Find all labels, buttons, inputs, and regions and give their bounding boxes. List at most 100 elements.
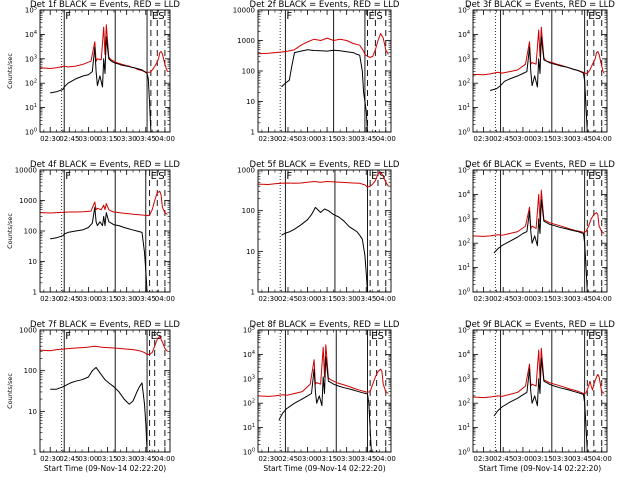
x-tick-label: 04:00 [376, 455, 396, 463]
x-tick-label: 02:30 [40, 295, 60, 303]
plot-frame [257, 9, 392, 133]
lld-series-line [472, 26, 605, 76]
panel-title: Det 4f BLACK = Events, RED = LLD [30, 160, 180, 170]
y-tick-label: 100 [458, 128, 470, 137]
marker-label: S [378, 331, 384, 342]
y-tick-label: 1000 [19, 327, 37, 335]
marker-label: E [588, 331, 594, 342]
y-tick-label: 1 [33, 449, 37, 457]
events-series-line [50, 36, 154, 133]
detector-panel: Det 9f BLACK = Events, RED = LLD Start Ti… [458, 320, 616, 473]
y-tick-label: 1000 [19, 197, 37, 205]
x-tick-label: 03:45 [136, 135, 156, 143]
x-tick-label: 04:00 [376, 135, 396, 143]
y-tick-label: 102 [458, 79, 470, 88]
x-tick-label: 03:15 [317, 295, 337, 303]
marker-label: S [376, 11, 382, 22]
y-tick-label: 100 [243, 448, 255, 457]
panel-title: Det 1f BLACK = Events, RED = LLD [30, 0, 180, 10]
x-tick-label: 03:00 [78, 135, 98, 143]
x-tick-label: 02:45 [493, 135, 513, 143]
detector-panel: Det 6f BLACK = Events, RED = LLD 100 101 10… [458, 160, 616, 303]
marker-label: E [151, 331, 157, 342]
y-tick-label: 101 [243, 423, 255, 432]
x-tick-label: 03:30 [552, 135, 572, 143]
y-tick-label: 102 [243, 399, 255, 408]
detector-panel: Det 2f BLACK = Events, RED = LLD 1 10 100 10… [233, 0, 400, 143]
marker-label: F [286, 171, 292, 182]
events-series-line [281, 49, 368, 133]
panel-title: Det 2f BLACK = Events, RED = LLD [250, 0, 400, 10]
marker-label: E [371, 171, 377, 182]
x-tick-label: 03:00 [297, 135, 317, 143]
detector-panel: Det 7f BLACK = Events, RED = LLD Counts/s… [6, 320, 180, 473]
y-tick-label: 102 [25, 79, 37, 88]
x-tick-label: 02:30 [473, 455, 493, 463]
x-tick-label: 02:45 [59, 455, 79, 463]
x-tick-label: 02:45 [278, 135, 298, 143]
panel-title: Det 5f BLACK = Events, RED = LLD [250, 160, 400, 170]
marker-label: S [379, 171, 385, 182]
y-tick-label: 100 [24, 228, 37, 236]
events-series-line [50, 366, 148, 453]
x-tick-label: 03:00 [513, 295, 533, 303]
x-tick-label: 03:15 [533, 295, 553, 303]
lld-series-line [257, 33, 389, 58]
marker-label: F [286, 11, 292, 22]
plot-frame [39, 329, 171, 453]
x-tick-label: 04:00 [155, 455, 175, 463]
x-tick-label: 03:15 [317, 135, 337, 143]
x-tick-label: 03:15 [533, 455, 553, 463]
x-tick-label: 02:30 [258, 135, 278, 143]
x-tick-label: 02:30 [40, 135, 60, 143]
x-tick-label: 03:45 [572, 455, 592, 463]
y-tick-label: 100 [458, 288, 470, 297]
x-tick-label: 03:30 [117, 455, 137, 463]
y-tick-label: 104 [458, 190, 470, 199]
x-axis-label: Start Time (09-Nov-14 02:22:20) [479, 464, 601, 473]
x-tick-label: 03:00 [513, 455, 533, 463]
y-tick-label: 104 [458, 30, 470, 39]
lld-series-line [257, 171, 389, 188]
plot-frame [39, 9, 171, 133]
plot-frame [257, 169, 392, 293]
x-tick-label: 03:30 [552, 295, 572, 303]
detector-panel: Det 5f BLACK = Events, RED = LLD 1 10 100 10… [237, 160, 400, 303]
y-axis-label: Counts/sec [6, 373, 14, 409]
x-tick-label: 02:30 [473, 295, 493, 303]
x-tick-label: 02:45 [493, 295, 513, 303]
panel-title: Det 6f BLACK = Events, RED = LLD [465, 160, 615, 170]
events-series-line [278, 356, 374, 453]
x-tick-label: 03:30 [337, 295, 357, 303]
x-axis-label: Start Time (09-Nov-14 02:22:20) [263, 464, 385, 473]
x-tick-label: 04:00 [592, 295, 612, 303]
marker-label: F [65, 171, 71, 182]
x-tick-label: 03:45 [136, 295, 156, 303]
y-tick-label: 1000 [237, 37, 255, 45]
y-tick-label: 101 [25, 103, 37, 112]
marker-label: E [588, 171, 594, 182]
y-tick-label: 100 [242, 207, 255, 215]
x-tick-label: 03:15 [533, 135, 553, 143]
marker-label: S [595, 11, 601, 22]
x-tick-label: 02:45 [278, 455, 298, 463]
x-tick-label: 04:00 [376, 295, 396, 303]
y-tick-label: 10 [28, 258, 37, 266]
marker-label: S [595, 331, 601, 342]
plot-frame [472, 329, 608, 453]
detector-panel: Det 1f BLACK = Events, RED = LLD Counts/s… [6, 0, 180, 143]
y-tick-label: 104 [458, 350, 470, 359]
panel-title: Det 8f BLACK = Events, RED = LLD [250, 320, 400, 330]
y-axis-label: Counts/sec [6, 213, 14, 249]
y-tick-label: 101 [458, 263, 470, 272]
events-series-line [493, 357, 590, 453]
plot-frame [257, 329, 392, 453]
y-tick-label: 100 [24, 367, 37, 375]
marker-label: E [369, 11, 375, 22]
y-tick-label: 103 [458, 214, 470, 223]
marker-label: F [65, 11, 71, 22]
x-tick-label: 04:00 [592, 135, 612, 143]
y-tick-label: 10 [246, 248, 255, 256]
y-tick-label: 10000 [233, 7, 255, 15]
marker-label: S [158, 171, 164, 182]
